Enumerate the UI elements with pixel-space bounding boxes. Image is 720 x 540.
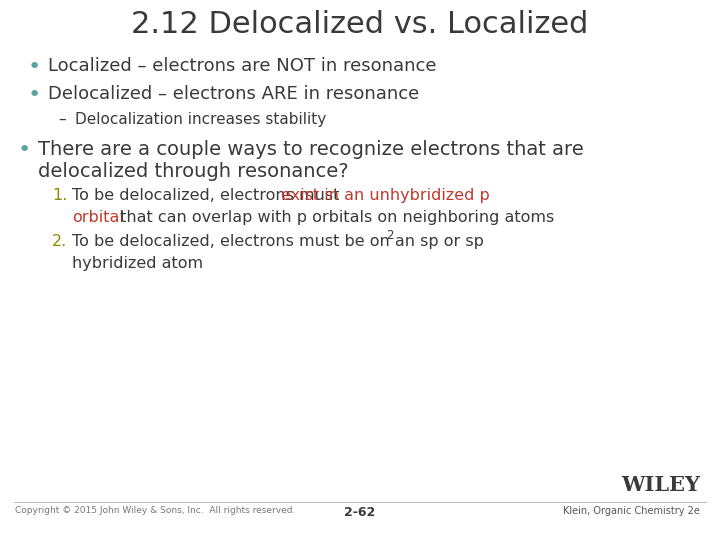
Text: Klein, Organic Chemistry 2e: Klein, Organic Chemistry 2e [563,506,700,516]
Text: 1.: 1. [52,188,68,203]
Text: 2-62: 2-62 [344,506,376,519]
Text: delocalized through resonance?: delocalized through resonance? [38,162,348,181]
Text: To be delocalized, electrons must: To be delocalized, electrons must [72,188,344,203]
Text: Delocalized – electrons ARE in resonance: Delocalized – electrons ARE in resonance [48,85,419,103]
Text: orbital: orbital [72,210,124,225]
Text: •: • [28,85,41,105]
Text: There are a couple ways to recognize electrons that are: There are a couple ways to recognize ele… [38,140,584,159]
Text: 2.: 2. [52,234,67,249]
Text: 2: 2 [386,229,393,242]
Text: 2.12 Delocalized vs. Localized: 2.12 Delocalized vs. Localized [131,10,589,39]
Text: hybridized atom: hybridized atom [72,256,203,271]
Text: Copyright © 2015 John Wiley & Sons, Inc.  All rights reserved.: Copyright © 2015 John Wiley & Sons, Inc.… [15,506,295,515]
Text: Localized – electrons are NOT in resonance: Localized – electrons are NOT in resonan… [48,57,436,75]
Text: Delocalization increases stability: Delocalization increases stability [75,112,326,127]
Text: •: • [18,140,31,160]
Text: •: • [28,57,41,77]
Text: that can overlap with p orbitals on neighboring atoms: that can overlap with p orbitals on neig… [115,210,554,225]
Text: exist in an unhybridized p: exist in an unhybridized p [281,188,490,203]
Text: WILEY: WILEY [621,475,700,495]
Text: –: – [58,112,66,127]
Text: To be delocalized, electrons must be on an sp or sp: To be delocalized, electrons must be on … [72,234,484,249]
